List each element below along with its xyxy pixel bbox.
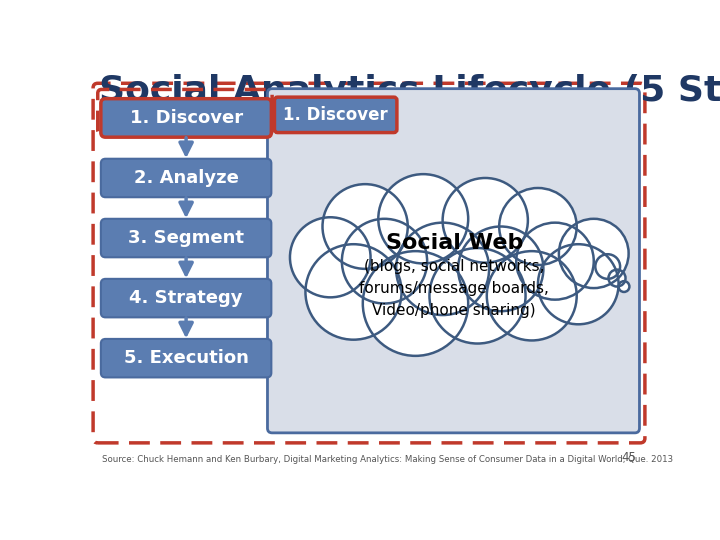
Circle shape (608, 269, 626, 287)
Text: 5. Execution: 5. Execution (124, 349, 248, 367)
Text: 45: 45 (621, 451, 636, 464)
Text: Social Analytics Lifecycle (5 Stages): Social Analytics Lifecycle (5 Stages) (99, 74, 720, 108)
Circle shape (499, 188, 577, 265)
Text: 2. Analyze: 2. Analyze (134, 169, 238, 187)
Circle shape (342, 219, 427, 303)
Circle shape (618, 281, 629, 292)
Text: 4. Strategy: 4. Strategy (130, 289, 243, 307)
FancyBboxPatch shape (101, 339, 271, 377)
Circle shape (323, 184, 408, 269)
Circle shape (396, 222, 489, 315)
Circle shape (363, 251, 468, 356)
Circle shape (429, 248, 526, 343)
Circle shape (595, 254, 620, 279)
Circle shape (290, 217, 371, 298)
Circle shape (516, 222, 594, 300)
Circle shape (458, 226, 544, 311)
Text: 1. Discover: 1. Discover (283, 106, 388, 124)
Text: 3. Segment: 3. Segment (128, 229, 244, 247)
Circle shape (538, 244, 618, 325)
Text: 1. Discover: 1. Discover (130, 109, 243, 127)
Circle shape (305, 244, 402, 340)
Text: (blogs, social networks,
forums/message boards,
Video/phone sharing): (blogs, social networks, forums/message … (359, 259, 549, 318)
Circle shape (443, 178, 528, 262)
FancyBboxPatch shape (274, 97, 397, 132)
FancyBboxPatch shape (101, 219, 271, 257)
FancyBboxPatch shape (267, 89, 639, 433)
FancyBboxPatch shape (101, 159, 271, 197)
FancyBboxPatch shape (101, 99, 271, 137)
FancyBboxPatch shape (101, 279, 271, 318)
Circle shape (487, 251, 577, 340)
Circle shape (559, 219, 629, 288)
Text: Source: Chuck Hemann and Ken Burbary, Digital Marketing Analytics: Making Sense : Source: Chuck Hemann and Ken Burbary, Di… (102, 455, 672, 464)
Circle shape (378, 174, 468, 264)
Text: Social Web: Social Web (386, 233, 523, 253)
